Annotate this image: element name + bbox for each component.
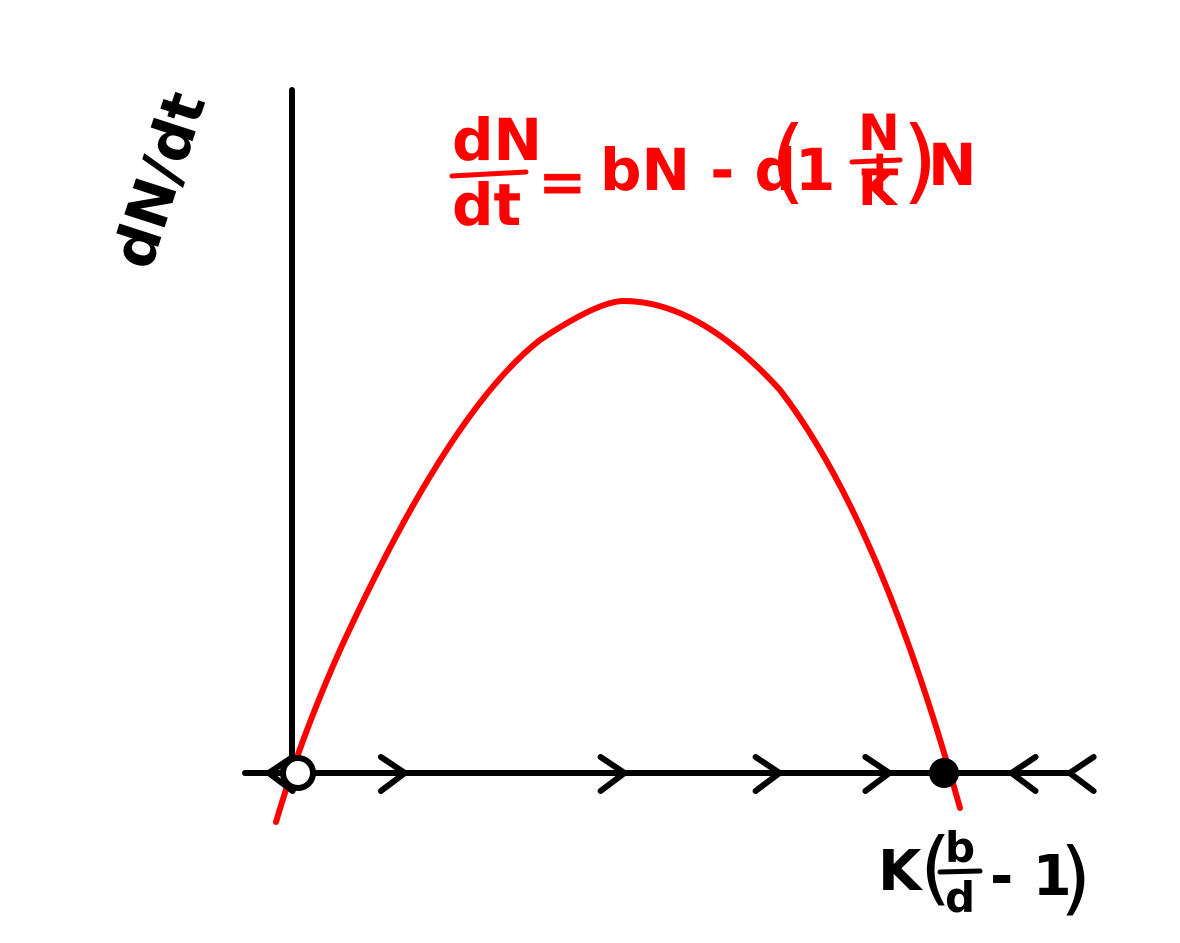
equation-rhs-end: N — [928, 131, 977, 199]
equilibrium-label-minus-one: - 1 — [990, 844, 1072, 909]
stable-equilibrium — [929, 758, 959, 788]
equilibrium-label-prefix: K — [878, 839, 924, 904]
equilibrium-label: K ( b d - 1 ) — [878, 821, 1091, 924]
equation-equals: = — [538, 148, 587, 216]
flow-arrow-right-4 — [862, 754, 893, 794]
equilibrium-label-open-paren: ( — [920, 821, 951, 914]
flow-arrow-left-6 — [1066, 754, 1097, 794]
equation-lhs-fraction-bar — [449, 169, 529, 179]
equation-open-paren: ( — [770, 107, 806, 214]
equation-inner-fraction-bar — [849, 157, 903, 165]
equilibrium-label-denominator: d — [945, 873, 975, 922]
equation-close-paren: ) — [902, 107, 938, 214]
equation-rhs-start: bN - d — [600, 136, 796, 204]
equation-inner-denominator: K — [858, 159, 899, 217]
equilibrium-label-fraction-bar — [937, 868, 983, 875]
unstable-equilibrium — [280, 755, 316, 791]
equilibrium-label-numerator: b — [945, 823, 975, 872]
flow-arrow-right-3 — [752, 754, 783, 794]
phase-markers — [265, 754, 1097, 794]
equation-lhs-numerator: dN — [452, 106, 542, 174]
flow-arrow-right-2 — [597, 754, 628, 794]
equilibrium-label-close-paren: ) — [1060, 831, 1091, 924]
growth-equation: dN dt = bN - d ( 1 + N K ) N — [449, 104, 977, 239]
flow-arrow-left-5 — [1008, 754, 1039, 794]
equation-inner-numerator: N — [858, 104, 900, 162]
equation-lhs-denominator: dt — [452, 171, 521, 239]
flow-arrow-right-1 — [377, 754, 408, 794]
growth-rate-curve — [273, 298, 963, 825]
y-axis-label: dN/dt — [99, 84, 219, 277]
equation-one-plus: 1 + — [795, 136, 904, 204]
